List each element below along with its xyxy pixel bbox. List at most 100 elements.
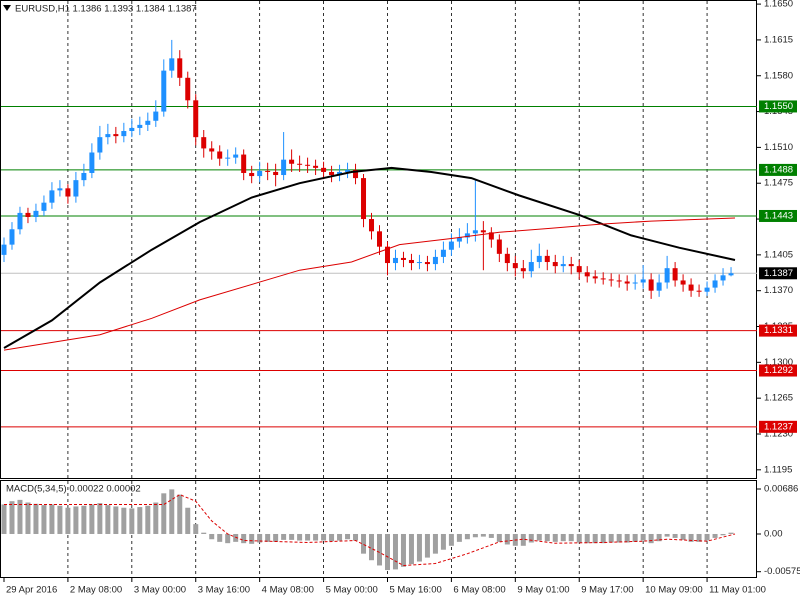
- candle-body: [129, 127, 135, 132]
- candle-body: [105, 134, 111, 138]
- macd-bar: [504, 533, 510, 545]
- candle-body: [65, 188, 71, 197]
- macd-bar: [329, 533, 335, 542]
- candle-body: [225, 157, 231, 159]
- candle-body: [480, 230, 486, 233]
- candle-body: [145, 120, 151, 125]
- macd-bar: [273, 533, 279, 542]
- candle-body: [464, 233, 470, 238]
- macd-bar: [153, 502, 159, 534]
- candle-body: [472, 230, 478, 234]
- candle-body: [448, 241, 454, 250]
- macd-bar: [233, 533, 239, 542]
- candle-body: [113, 134, 119, 137]
- candle-body: [81, 172, 87, 181]
- candle-body: [209, 148, 215, 152]
- candle-body: [728, 273, 734, 276]
- candle-body: [321, 167, 327, 172]
- macd-bar: [680, 533, 686, 540]
- macd-bar: [656, 533, 662, 542]
- candle-body: [121, 131, 127, 137]
- y-tick-label: 1.1580: [764, 70, 793, 81]
- candle-body: [177, 58, 183, 78]
- macd-bar: [1, 504, 7, 534]
- candle-body: [408, 259, 414, 264]
- level-label-box: [759, 324, 797, 337]
- macd-bar: [297, 533, 303, 541]
- y2-tick-label: 0.00: [764, 529, 783, 540]
- macd-bar: [640, 533, 646, 541]
- candle-body: [185, 77, 191, 101]
- candle-body: [592, 276, 598, 279]
- candle-body: [233, 154, 239, 158]
- macd-bar: [321, 533, 327, 541]
- macd-bar: [712, 533, 718, 538]
- macd-bar: [129, 508, 135, 534]
- candle-body: [576, 266, 582, 273]
- candle-body: [41, 202, 47, 211]
- menu-triangle[interactable]: [3, 5, 11, 11]
- x-tick-label: 9 May 01:00: [517, 585, 569, 596]
- candle-body: [361, 178, 367, 220]
- candle-body: [392, 257, 398, 264]
- x-tick-label: 9 May 17:00: [581, 585, 633, 596]
- macd-bar: [25, 502, 31, 534]
- macd-bar: [49, 504, 55, 534]
- candle-body: [496, 239, 502, 254]
- macd-title: MACD(5,34,5) 0.00022 0.00002: [6, 484, 141, 495]
- candle-body: [696, 290, 702, 292]
- candle-body: [249, 172, 255, 177]
- candle-body: [432, 256, 438, 265]
- candle-body: [600, 278, 606, 280]
- candle-body: [9, 229, 15, 245]
- y-tick-label: 1.1300: [764, 357, 793, 368]
- macd-bar: [488, 533, 494, 538]
- candle-body: [624, 281, 630, 284]
- macd-bar: [361, 533, 367, 554]
- macd-bar: [608, 533, 614, 543]
- level-label: 1.1550: [764, 101, 793, 112]
- candle-body: [568, 264, 574, 267]
- macd-bar: [576, 533, 582, 543]
- level-label: 1.1488: [764, 164, 793, 175]
- macd-bar: [536, 533, 542, 541]
- macd-bar: [400, 533, 406, 567]
- macd-bar: [89, 504, 95, 534]
- candle-body: [265, 170, 271, 172]
- y-tick-label: 1.1370: [764, 285, 793, 296]
- candle-body: [329, 171, 335, 176]
- candle-body: [608, 279, 614, 281]
- macd-bar: [81, 505, 87, 534]
- macd-bar: [728, 532, 734, 534]
- candle-body: [440, 249, 446, 257]
- macd-bar: [161, 493, 167, 534]
- candle-body: [536, 255, 542, 263]
- macd-bar: [257, 533, 263, 543]
- candle-body: [33, 210, 39, 217]
- candle-body: [89, 152, 95, 173]
- macd-bar: [65, 507, 71, 534]
- candle-body: [528, 262, 534, 272]
- level-label: 1.1292: [764, 365, 793, 376]
- macd-bar: [137, 507, 143, 534]
- candle-body: [656, 282, 662, 291]
- candle-body: [153, 111, 159, 121]
- macd-bar: [496, 533, 502, 542]
- macd-bar: [145, 505, 151, 534]
- macd-bar: [472, 533, 478, 538]
- y-tick-label: 1.1230: [764, 429, 793, 440]
- macd-bar: [384, 533, 390, 571]
- macd-bar: [600, 533, 606, 544]
- candle-body: [273, 171, 279, 176]
- moving-average: [3, 217, 736, 351]
- x-tick-label: 3 May 16:00: [198, 585, 250, 596]
- macd-bar: [616, 533, 622, 543]
- macd-bar: [584, 533, 590, 544]
- moving-average: [3, 166, 736, 349]
- candle-body: [384, 246, 390, 264]
- candle-body: [560, 264, 566, 267]
- y-tick-label: 1.1265: [764, 393, 793, 404]
- macd-bar: [632, 533, 638, 542]
- macd-bar: [624, 533, 630, 543]
